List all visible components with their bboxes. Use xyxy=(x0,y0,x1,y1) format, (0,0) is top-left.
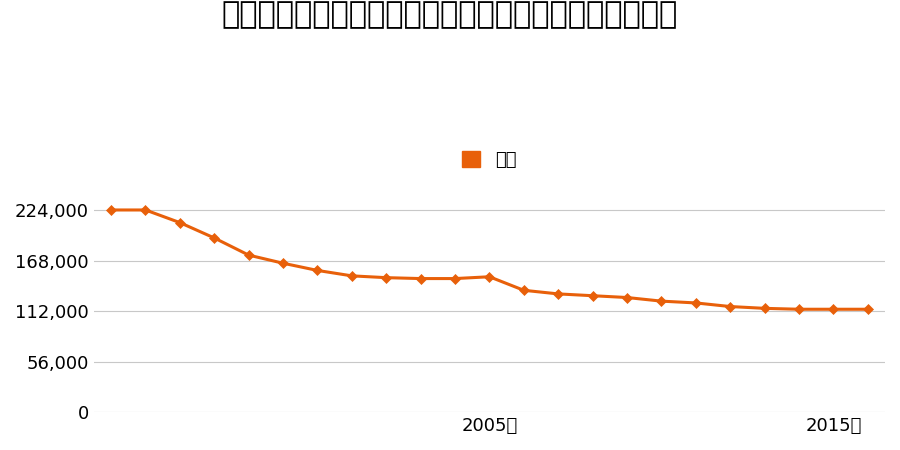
Legend: 価格: 価格 xyxy=(455,144,524,176)
Text: 千葉県我孫子市つくし野１丁目８８２番３３の地価推移: 千葉県我孫子市つくし野１丁目８８２番３３の地価推移 xyxy=(222,0,678,29)
